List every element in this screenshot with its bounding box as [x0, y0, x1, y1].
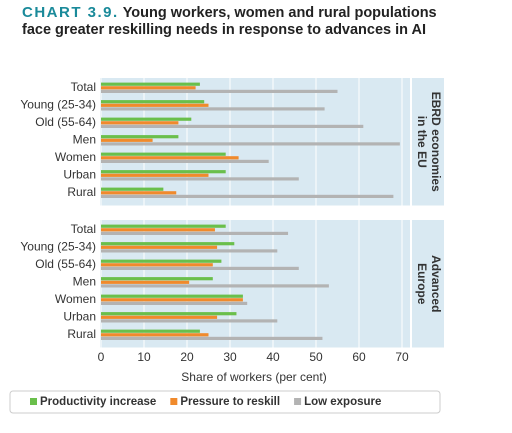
legend-label: Pressure to reskill [180, 396, 280, 408]
bar [101, 152, 226, 156]
bar [101, 245, 218, 249]
bar [101, 329, 200, 333]
y-tick-label: Women [55, 150, 96, 164]
bar [101, 107, 325, 111]
panel-label: in the EU [415, 116, 429, 168]
bar [101, 259, 222, 263]
legend-swatch [30, 398, 37, 405]
x-tick-label: 30 [223, 350, 237, 364]
bar [101, 82, 200, 86]
bar [101, 231, 289, 235]
bar [101, 86, 196, 90]
chart-title: CHART 3.9. Young workers, women and rural… [22, 4, 442, 39]
bar [101, 103, 209, 107]
bar [101, 170, 226, 174]
chart-label: CHART 3.9. [22, 4, 119, 21]
x-tick-label: 10 [137, 350, 151, 364]
bar [101, 117, 192, 121]
bar [101, 138, 153, 142]
x-tick-label: 20 [180, 350, 194, 364]
bar [101, 301, 248, 305]
x-tick-label: 0 [98, 350, 105, 364]
bar [101, 224, 226, 228]
y-tick-label: Young (25-34) [20, 98, 96, 112]
bar [101, 124, 364, 128]
x-tick-label: 40 [266, 350, 280, 364]
bar [101, 280, 190, 284]
bar [101, 277, 213, 281]
bar [101, 156, 239, 160]
bar [101, 284, 329, 288]
legend-label: Low exposure [304, 396, 381, 408]
chart-title-text: Young workers, women and rural populatio… [22, 5, 437, 38]
bar [101, 191, 177, 195]
y-tick-label: Women [55, 292, 96, 306]
bar [101, 263, 213, 267]
bar [101, 142, 400, 146]
bar [101, 159, 269, 163]
bar [101, 194, 394, 198]
bar [101, 121, 179, 125]
y-tick-label: Men [73, 275, 96, 289]
panel-label: Europe [415, 263, 429, 305]
panel-label-strip [412, 220, 444, 348]
panel-label: EBRD economies [429, 92, 443, 192]
y-tick-label: Old (55-64) [35, 115, 96, 129]
bar [101, 100, 205, 104]
x-tick-label: 50 [309, 350, 323, 364]
bar [101, 312, 237, 316]
bar [101, 333, 209, 337]
y-tick-label: Rural [67, 327, 96, 341]
bar [101, 315, 218, 319]
x-tick-label: 70 [395, 350, 409, 364]
bar [101, 336, 323, 340]
bar [101, 294, 243, 298]
bar [101, 298, 243, 302]
bar [101, 319, 278, 323]
bar [101, 135, 179, 139]
bar [101, 249, 278, 253]
panel-label: Advanced [429, 255, 443, 312]
y-tick-label: Rural [67, 185, 96, 199]
x-tick-label: 60 [352, 350, 366, 364]
bar [101, 228, 215, 232]
legend-label: Productivity increase [40, 396, 156, 408]
bar [101, 177, 299, 181]
y-tick-label: Young (25-34) [20, 240, 96, 254]
bar [101, 187, 164, 191]
y-tick-label: Total [71, 222, 96, 236]
y-tick-label: Urban [63, 168, 96, 182]
y-tick-label: Men [73, 133, 96, 147]
panel-label-strip [412, 78, 444, 206]
y-tick-label: Urban [63, 310, 96, 324]
y-tick-label: Old (55-64) [35, 257, 96, 271]
bar [101, 173, 209, 177]
legend-box [9, 390, 441, 414]
y-tick-label: Total [71, 80, 96, 94]
x-axis-title: Share of workers (per cent) [181, 370, 326, 384]
bar [101, 242, 235, 246]
legend-swatch [170, 398, 178, 405]
bar [101, 89, 338, 93]
bar [101, 266, 299, 270]
legend-swatch [294, 398, 302, 405]
